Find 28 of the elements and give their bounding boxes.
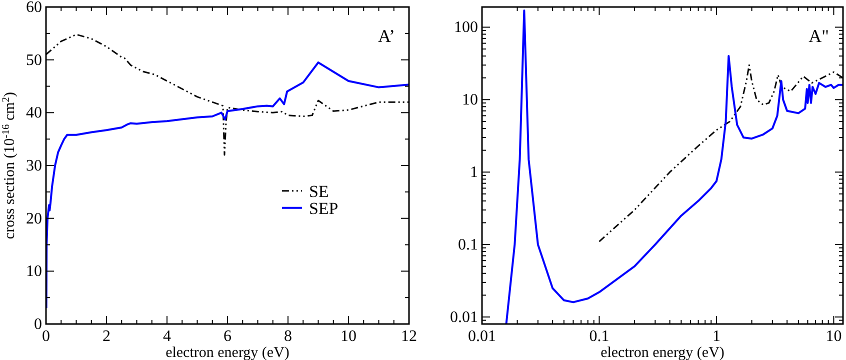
x-tick-label: 0.1: [589, 328, 610, 345]
annotation: A’: [378, 26, 395, 46]
y-tick-label: 40: [26, 104, 42, 122]
y-tick-label: 20: [26, 210, 42, 228]
legend-label: SEP: [308, 198, 338, 218]
x-tick-label: 8: [284, 328, 292, 345]
y-tick-label: 10: [26, 263, 42, 280]
x-axis-title: electron energy (eV): [166, 345, 290, 360]
y-tick-label: 50: [26, 52, 42, 69]
x-tick-label: 12: [401, 328, 417, 345]
annotation: A": [808, 26, 829, 46]
x-tick-label: 10: [340, 328, 356, 345]
y-tick-label: 0.01: [450, 308, 478, 326]
legend-label: SE: [308, 182, 329, 201]
y-tick-label: 10: [462, 92, 478, 109]
x-tick-label: 2: [102, 328, 110, 345]
x-tick-label: 1: [712, 328, 720, 345]
y-tick-label: 1: [470, 164, 478, 182]
line-series: [46, 61, 409, 310]
y-tick-label: 60: [26, 0, 42, 16]
x-tick-label: 4: [163, 328, 171, 345]
y-tick-label: 100: [454, 19, 478, 36]
x-tick-label: 6: [224, 328, 232, 345]
x-tick-label: 10: [826, 328, 842, 345]
x-axis-title: electron energy (eV): [600, 345, 724, 360]
y-tick-label: 0.1: [458, 236, 478, 254]
y-tick-label: 30: [26, 158, 42, 174]
y-tick-label: 0: [34, 316, 42, 333]
